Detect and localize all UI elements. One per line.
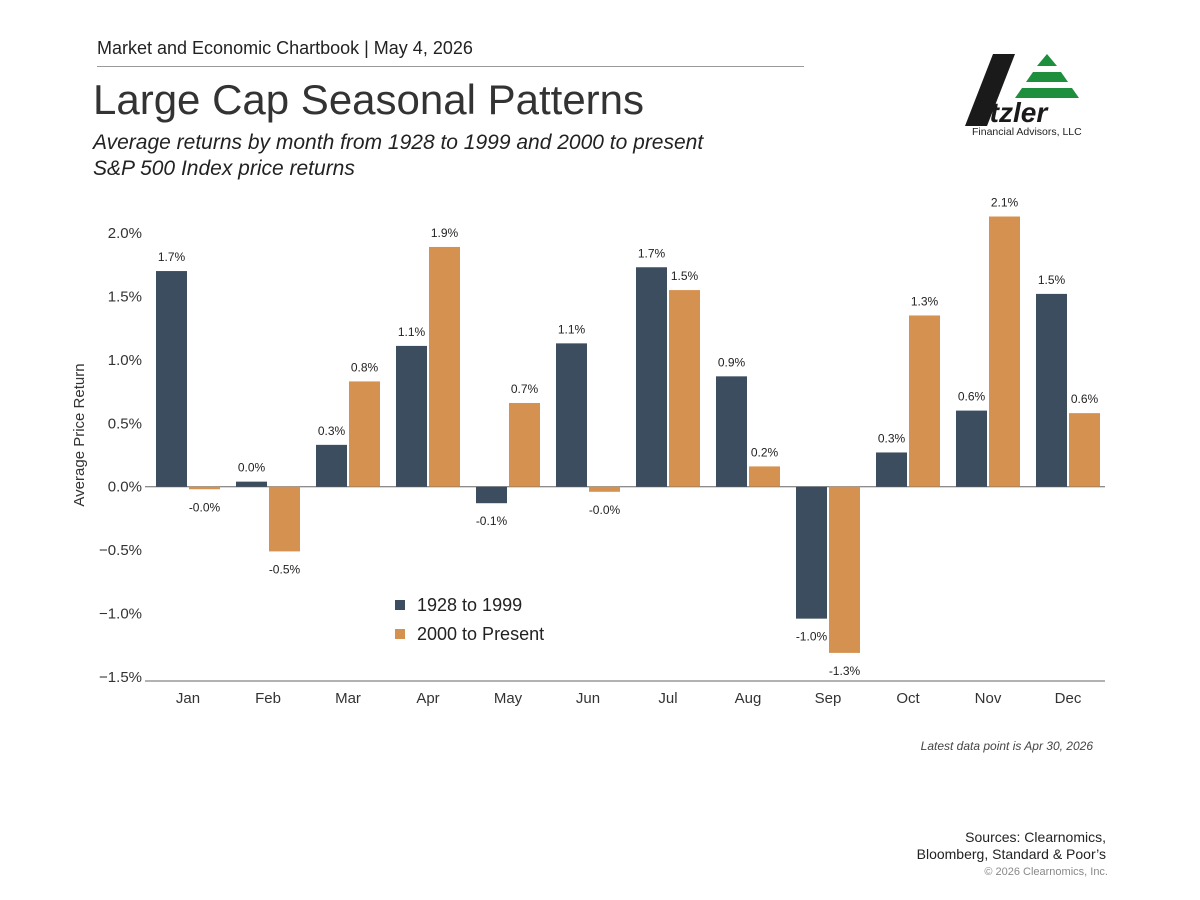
bar-early-feb xyxy=(236,481,267,487)
x-tick-label: Jul xyxy=(658,690,677,707)
legend-label: 2000 to Present xyxy=(417,624,544,644)
y-tick-label: −0.5% xyxy=(99,542,142,559)
data-label: 1.1% xyxy=(558,322,586,336)
data-label: -0.5% xyxy=(269,562,301,576)
x-tick-label: Feb xyxy=(255,690,281,707)
bar-recent-sep xyxy=(829,486,860,653)
bar-early-sep xyxy=(796,486,827,619)
bar-early-dec xyxy=(1036,293,1067,487)
y-axis: 2.0% 1.5% 1.0% 0.5% 0.0% −0.5% −1.0% −1.5% xyxy=(99,225,1105,686)
chartbook-header: Market and Economic Chartbook | May 4, 2… xyxy=(97,38,473,58)
subtitle-line-2: S&P 500 Index price returns xyxy=(93,157,355,180)
data-label: 1.7% xyxy=(158,250,186,264)
bar-early-nov xyxy=(956,410,987,487)
y-axis-label: Average Price Return xyxy=(71,363,88,506)
bar-recent-jun xyxy=(589,486,620,492)
data-label: 0.6% xyxy=(1071,392,1099,406)
footnote: Latest data point is Apr 30, 2026 xyxy=(920,739,1093,753)
data-label: 0.9% xyxy=(718,355,746,369)
etzler-logo: Etzler xyxy=(965,54,1079,128)
data-label: 1.5% xyxy=(1038,273,1066,287)
y-tick-label: −1.5% xyxy=(99,669,142,686)
x-tick-label: Apr xyxy=(416,690,439,707)
legend-swatch xyxy=(395,600,405,610)
data-label: 0.0% xyxy=(238,461,266,475)
data-label: 0.7% xyxy=(511,382,539,396)
bar-early-apr xyxy=(396,345,427,487)
data-label: 1.9% xyxy=(431,226,459,240)
data-label: 0.3% xyxy=(318,424,346,438)
x-tick-label: May xyxy=(494,690,523,707)
bar-recent-apr xyxy=(429,246,460,487)
subtitle-line-1: Average returns by month from 1928 to 19… xyxy=(93,131,704,154)
legend: 1928 to 1999 2000 to Present xyxy=(395,595,544,644)
bar-early-aug xyxy=(716,376,747,487)
data-label: 2.1% xyxy=(991,196,1019,210)
x-tick-label: Nov xyxy=(975,690,1002,707)
data-label: -0.1% xyxy=(476,514,508,528)
x-tick-label: Jan xyxy=(176,690,200,707)
bar-recent-aug xyxy=(749,466,780,487)
data-label: -1.3% xyxy=(829,664,861,678)
data-label: 1.5% xyxy=(671,269,699,283)
x-tick-label: Jun xyxy=(576,690,600,707)
data-label: 1.7% xyxy=(638,246,666,260)
sources-line-2: Bloomberg, Standard & Poor’s xyxy=(916,846,1106,862)
page-title: Large Cap Seasonal Patterns xyxy=(93,76,645,123)
bar-recent-jul xyxy=(669,290,700,487)
bar-recent-dec xyxy=(1069,413,1100,487)
bar-recent-may xyxy=(509,402,540,487)
x-tick-label: Dec xyxy=(1055,690,1082,707)
bar-recent-mar xyxy=(349,381,380,487)
y-tick-label: 0.5% xyxy=(108,415,142,432)
data-label: -0.0% xyxy=(189,500,221,514)
bar-early-mar xyxy=(316,444,347,487)
logo-tagline: Financial Advisors, LLC xyxy=(972,126,1082,138)
sources: Sources: Clearnomics, Bloomberg, Standar… xyxy=(917,829,1106,863)
data-label: 0.2% xyxy=(751,445,779,459)
bar-early-may xyxy=(476,486,507,504)
legend-swatch xyxy=(395,629,405,639)
data-label: 0.3% xyxy=(878,431,906,445)
bar-early-jun xyxy=(556,343,587,487)
bars: 1.7% -0.0% 0.0% -0.5% 0.3% 0.8% 1.1% 1.9% -0.1% 0… xyxy=(156,196,1100,678)
x-tick-label: Sep xyxy=(815,690,842,707)
bar-early-jul xyxy=(636,267,667,487)
x-tick-label: Mar xyxy=(335,690,361,707)
legend-label: 1928 to 1999 xyxy=(417,595,522,615)
y-tick-label: 0.0% xyxy=(108,479,142,496)
header-divider xyxy=(97,66,804,67)
data-label: 1.3% xyxy=(911,294,939,308)
bar-recent-feb xyxy=(269,486,300,552)
bar-recent-jan xyxy=(189,486,220,490)
y-tick-label: 1.5% xyxy=(108,288,142,305)
data-label: 0.8% xyxy=(351,360,379,374)
bar-early-jan xyxy=(156,271,187,487)
y-tick-label: 1.0% xyxy=(108,352,142,369)
x-tick-label: Aug xyxy=(735,690,762,707)
bar-recent-nov xyxy=(989,216,1020,487)
y-tick-label: 2.0% xyxy=(108,225,142,242)
bar-recent-oct xyxy=(909,315,940,487)
bar-early-oct xyxy=(876,452,907,487)
data-label: 1.1% xyxy=(398,325,426,339)
data-label: -1.0% xyxy=(796,630,828,644)
copyright: © 2026 Clearnomics, Inc. xyxy=(984,866,1108,878)
sources-line-1: Sources: Clearnomics, xyxy=(965,829,1106,845)
x-axis: Jan Feb Mar Apr May Jun Jul Aug Sep Oct Nov Dec xyxy=(176,690,1082,707)
y-tick-label: −1.0% xyxy=(99,606,142,623)
logo-wordmark: Etzler xyxy=(971,97,1049,128)
data-label: 0.6% xyxy=(958,390,986,404)
x-tick-label: Oct xyxy=(896,690,920,707)
data-label: -0.0% xyxy=(589,503,621,517)
